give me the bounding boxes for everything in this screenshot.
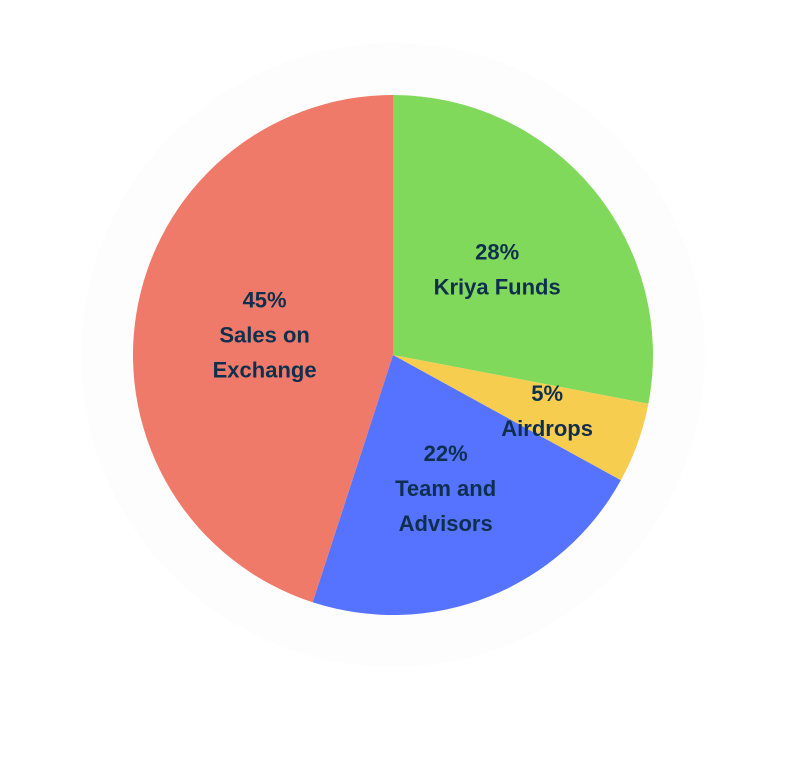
pie-slice-label: 45% Sales on Exchange [213,288,317,383]
pie-labels: 28% Kriya Funds 5% Airdrops 22% Team and Advis… [213,239,593,536]
pie-slice-airdrops [393,355,649,481]
slice-name-label: Advisors [399,511,493,536]
slice-name-label: Kriya Funds [434,274,561,299]
slice-name-label: Exchange [213,358,317,383]
pie-slices [132,95,653,615]
pie-slice-sales-on-exchange [132,95,393,603]
slice-name-label: Sales on [219,323,309,348]
slice-percent-label: 22% [424,441,468,466]
pie-slice-label: 28% Kriya Funds [434,239,561,299]
slice-name-label: Airdrops [501,416,593,441]
slice-name-label: Team and [395,476,496,501]
pie-slice-team-and-advisors [312,355,621,615]
pie-slice-kriya-funds [393,95,653,404]
slice-percent-label: 45% [243,288,287,313]
pie-slice-label: 22% Team and Advisors [395,441,496,536]
pie-slice-label: 5% Airdrops [501,381,593,441]
slice-percent-label: 5% [531,381,563,406]
slice-percent-label: 28% [475,239,519,264]
